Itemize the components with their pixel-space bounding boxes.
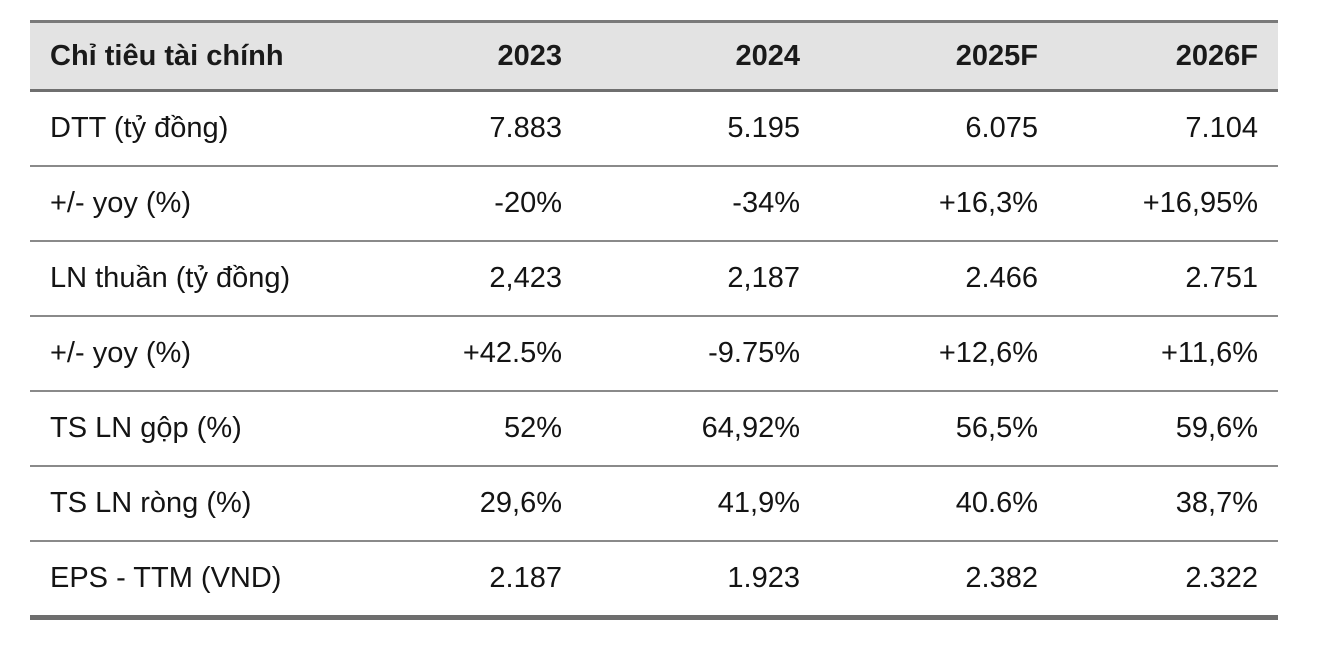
row-label: TS LN ròng (%)	[30, 466, 360, 542]
row-label: LN thuần (tỷ đồng)	[30, 241, 360, 317]
cell-2026f: 59,6%	[1058, 391, 1278, 467]
table-body: DTT (tỷ đồng) 7.883 5.195 6.075 7.104 +/…	[30, 90, 1278, 620]
header-row: Chỉ tiêu tài chính 2023 2024 2025F 2026F	[30, 21, 1278, 91]
cell-2025f: +12,6%	[820, 316, 1058, 392]
cell-2024: -34%	[582, 166, 820, 242]
cell-2025f: 2.466	[820, 241, 1058, 317]
cell-2023: 2,423	[360, 241, 582, 317]
row-label: DTT (tỷ đồng)	[30, 90, 360, 167]
table-row-net-profit: LN thuần (tỷ đồng) 2,423 2,187 2.466 2.7…	[30, 241, 1278, 317]
cell-2026f: 2.751	[1058, 241, 1278, 317]
cell-2025f: 40.6%	[820, 466, 1058, 542]
table-row-revenue-yoy: +/- yoy (%) -20% -34% +16,3% +16,95%	[30, 166, 1278, 242]
cell-2024: 64,92%	[582, 391, 820, 467]
header-year-2023: 2023	[497, 39, 562, 72]
cell-2023: 2.187	[360, 541, 582, 620]
cell-2023: 7.883	[360, 90, 582, 167]
cell-2025f: +16,3%	[820, 166, 1058, 242]
cell-2026f: +11,6%	[1058, 316, 1278, 392]
table-row-net-margin: TS LN ròng (%) 29,6% 41,9% 40.6% 38,7%	[30, 466, 1278, 542]
cell-2024: 2,187	[582, 241, 820, 317]
header-indicator: Chỉ tiêu tài chính	[50, 39, 284, 72]
cell-2026f: +16,95%	[1058, 166, 1278, 242]
header-year-2026f: 2026F	[1175, 39, 1258, 72]
cell-2024: 41,9%	[582, 466, 820, 542]
table-row-gross-margin: TS LN gộp (%) 52% 64,92% 56,5% 59,6%	[30, 391, 1278, 467]
row-label: TS LN gộp (%)	[30, 391, 360, 467]
cell-2025f: 6.075	[820, 90, 1058, 167]
cell-2025f: 56,5%	[820, 391, 1058, 467]
row-label: EPS - TTM (VND)	[30, 541, 360, 620]
table-row-revenue: DTT (tỷ đồng) 7.883 5.195 6.075 7.104	[30, 90, 1278, 167]
cell-2024: 1.923	[582, 541, 820, 620]
header-year-2024: 2024	[735, 39, 800, 72]
financial-indicators-table: Chỉ tiêu tài chính 2023 2024 2025F 2026F…	[30, 20, 1278, 620]
cell-2023: +42.5%	[360, 316, 582, 392]
cell-2023: 52%	[360, 391, 582, 467]
cell-2024: 5.195	[582, 90, 820, 167]
table-row-net-profit-yoy: +/- yoy (%) +42.5% -9.75% +12,6% +11,6%	[30, 316, 1278, 392]
table-header: Chỉ tiêu tài chính 2023 2024 2025F 2026F	[30, 21, 1278, 91]
cell-2024: -9.75%	[582, 316, 820, 392]
cell-2026f: 38,7%	[1058, 466, 1278, 542]
header-year-2025f: 2025F	[955, 39, 1038, 72]
cell-2025f: 2.382	[820, 541, 1058, 620]
financial-indicators-table-container: Chỉ tiêu tài chính 2023 2024 2025F 2026F…	[30, 20, 1278, 620]
table-row-eps: EPS - TTM (VND) 2.187 1.923 2.382 2.322	[30, 541, 1278, 620]
row-label: +/- yoy (%)	[30, 166, 360, 242]
cell-2026f: 2.322	[1058, 541, 1278, 620]
cell-2023: 29,6%	[360, 466, 582, 542]
row-label: +/- yoy (%)	[30, 316, 360, 392]
cell-2023: -20%	[360, 166, 582, 242]
cell-2026f: 7.104	[1058, 90, 1278, 167]
